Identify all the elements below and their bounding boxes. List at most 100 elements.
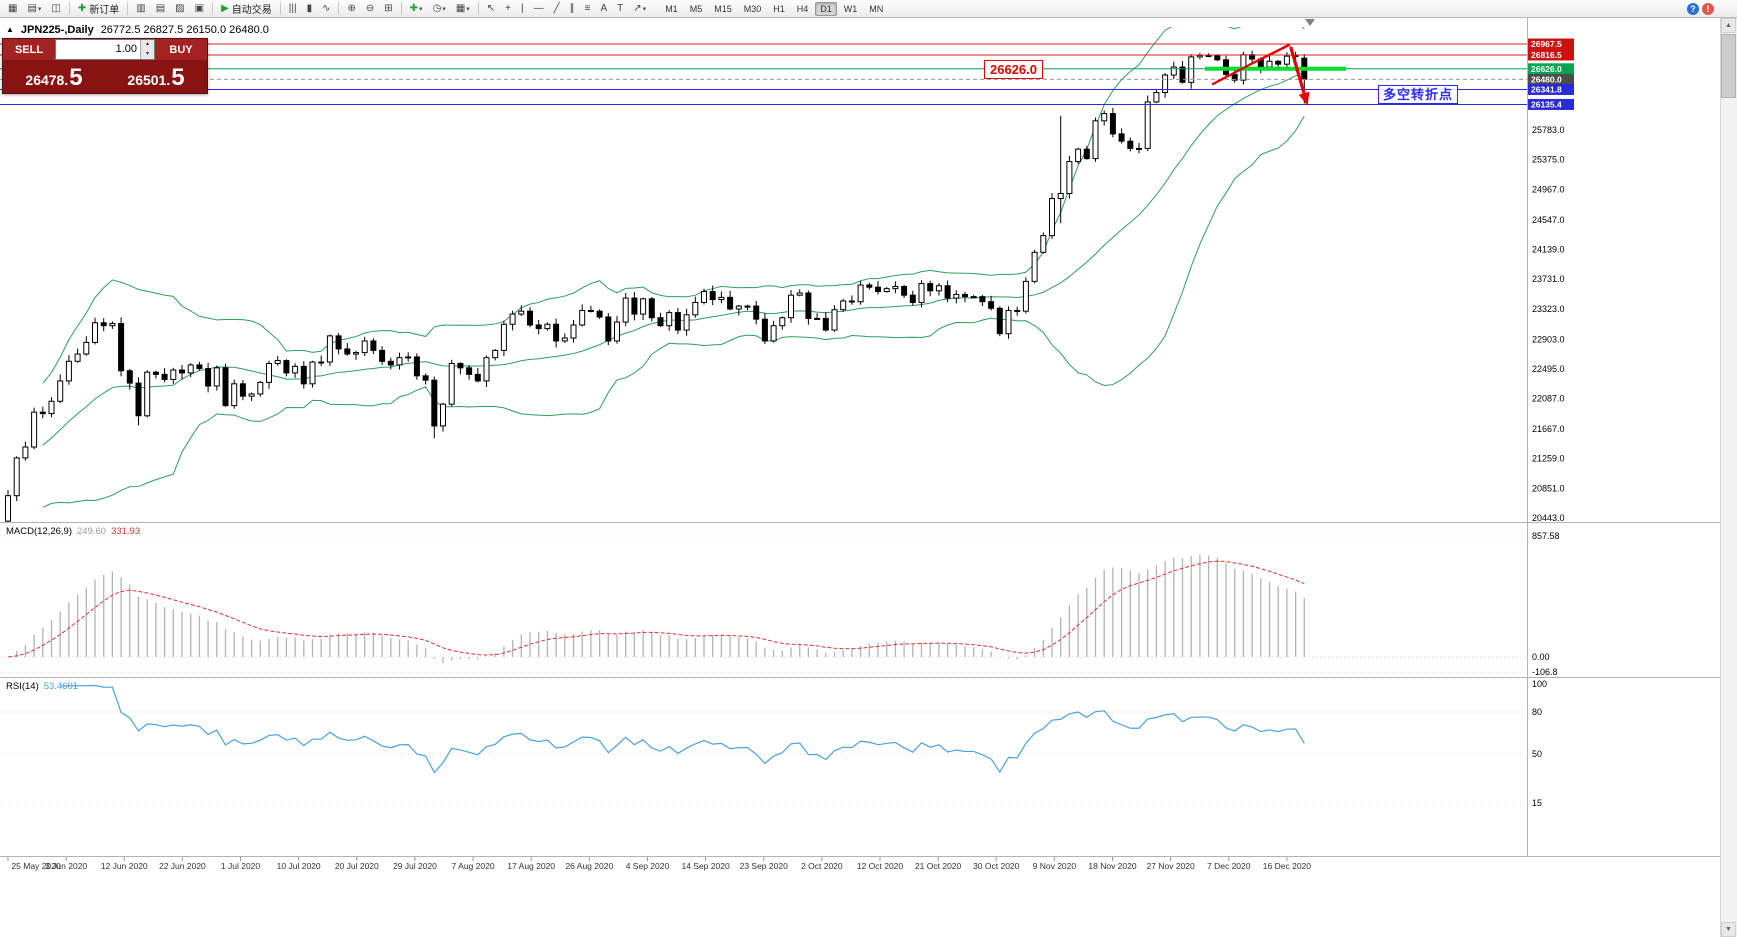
horizontal-lines[interactable] [0,43,1527,105]
svg-text:20851.0: 20851.0 [1532,483,1565,493]
svg-text:22087.0: 22087.0 [1532,394,1565,404]
tile-windows-button[interactable]: ⊞ [380,0,396,17]
auto-trading-icon: ▶ [221,2,229,14]
svg-text:25 May 2020: 25 May 2020 [11,861,60,871]
svg-text:24967.0: 24967.0 [1532,184,1565,194]
volume-down-button[interactable]: ▾ [141,49,154,59]
chart-shift-marker-icon[interactable] [1305,19,1315,26]
svg-text:23 Sep 2020: 23 Sep 2020 [740,861,788,871]
svg-text:22903.0: 22903.0 [1532,334,1565,344]
auto-trading-button[interactable]: ▶ 自动交易 [217,0,276,17]
svg-text:14 Sep 2020: 14 Sep 2020 [681,861,729,871]
profiles-button[interactable]: ▤ ▾ [23,0,45,17]
buy-button[interactable]: BUY [155,39,207,60]
vertical-line-icon: | [521,2,524,14]
timeframe-m5-button[interactable]: M5 [689,3,703,14]
navigator-button[interactable]: ▨ [171,0,188,17]
trend-arrow[interactable] [1211,43,1310,106]
timeframe-mn-button[interactable]: MN [869,3,884,14]
label-button[interactable]: T [613,0,627,17]
trendline-button[interactable]: ╱ [550,0,564,17]
timeframe-toolbar: M1 M5 M15 M30 H1 H4 D1 W1 MN [659,1,889,16]
auto-trading-button-label: 自动交易 [231,5,272,16]
community-icon[interactable]: ! [1702,2,1714,15]
svg-text:2 Oct 2020: 2 Oct 2020 [801,861,843,871]
svg-text:12 Jun 2020: 12 Jun 2020 [101,861,148,871]
new-chart-button[interactable]: ▦ [4,0,21,17]
scrollbar-thumb[interactable] [1721,34,1736,98]
bid-price[interactable]: 26478. 5 [3,60,105,93]
help-icon[interactable]: ? [1687,2,1699,15]
sell-button[interactable]: SELL [3,39,55,60]
timeframe-h4-button[interactable]: H4 [796,3,809,14]
timeframe-m1-button[interactable]: M1 [665,3,678,14]
price-level-callout[interactable]: 26626.0 [984,60,1043,79]
timeframe-w1-button[interactable]: W1 [843,3,858,14]
svg-text:10 Jul 2020: 10 Jul 2020 [277,861,321,871]
zoom-in-button[interactable]: ⊕ [343,0,359,17]
scrollbar-up-icon[interactable]: ▲ [1721,18,1736,33]
candlestick-chart-button[interactable]: ▮ [303,0,317,17]
terminal-button[interactable]: ▣ [191,0,208,17]
bar-chart-button[interactable]: ||| [285,0,301,17]
arrows-button[interactable]: ↗ ▾ [629,0,650,17]
timeframe-h1-button[interactable]: H1 [773,3,785,14]
indicators-button[interactable]: ✚ ▾ [406,0,427,17]
svg-text:25375.0: 25375.0 [1532,155,1565,165]
crosshair-button[interactable]: + [501,0,515,17]
volume-up-button[interactable]: ▴ [141,40,154,50]
templates-button[interactable]: ▦ ▾ [452,0,474,17]
svg-text:24547.0: 24547.0 [1532,215,1565,225]
zoom-in-icon: ⊕ [347,2,356,14]
svg-text:20 Jul 2020: 20 Jul 2020 [335,861,379,871]
svg-text:21259.0: 21259.0 [1532,454,1565,464]
svg-text:23323.0: 23323.0 [1532,304,1565,314]
horizontal-line-button[interactable]: — [530,0,548,17]
macd-name: MACD(12,26,9) [6,526,72,537]
symbol-ohlc-values: 26772.5 26827.5 26150.0 26480.0 [100,24,269,36]
new-order-button[interactable]: ✚ 新订单 [74,0,123,17]
vertical-line-button[interactable]: | [517,0,528,17]
one-click-panel-toggle-icon[interactable]: ▲ [6,25,14,34]
line-chart-button[interactable]: ∿ [318,0,334,17]
zoom-out-button[interactable]: ⊖ [362,0,378,17]
ask-price[interactable]: 26501. 5 [105,60,207,93]
svg-text:27 Nov 2020: 27 Nov 2020 [1147,861,1195,871]
svg-text:100: 100 [1532,679,1547,689]
toolbar: ▦ ▤ ▾ ◫ ✚ 新订单 ▥ ▤ ▨ ▣ ▶ 自动交易 ||| ▮ ∿ ⊕ ⊖ ⊞ ✚ ▾ ◷ ▾ ▦ ▾ ↖ + | — ╱ ∥ ≡ A T… [0,0,1737,18]
toolbar-divider [338,2,340,15]
market-watch-icon: ▥ [136,2,146,14]
svg-text:-106.8: -106.8 [1532,667,1558,677]
fibonacci-button[interactable]: ≡ [581,0,595,17]
data-window-button[interactable]: ▤ [152,0,169,17]
caret-down-icon: ▾ [466,5,470,13]
cycle-windows-button[interactable]: ◫ [47,0,64,17]
timeframe-m15-button[interactable]: M15 [714,3,732,14]
new-chart-icon: ▦ [8,2,18,14]
volume-input[interactable]: 1.00 [115,43,137,55]
toolbar-buttons: ▦ ▤ ▾ ◫ ✚ 新订单 ▥ ▤ ▨ ▣ ▶ 自动交易 ||| ▮ ∿ ⊕ ⊖ ⊞ ✚ ▾ ◷ ▾ ▦ ▾ ↖ + | — ╱ ∥ ≡ A T… [3,0,651,17]
toolbar-divider [477,2,479,15]
vertical-scrollbar[interactable]: ▲ ▼ [1720,18,1737,937]
market-watch-button[interactable]: ▥ [132,0,149,17]
profiles-icon: ▤ [27,2,37,14]
timeframe-d1-button[interactable]: D1 [815,1,837,16]
svg-text:18 Nov 2020: 18 Nov 2020 [1088,861,1136,871]
svg-text:80: 80 [1532,707,1542,717]
channel-button[interactable]: ∥ [566,0,579,17]
scrollbar-down-icon[interactable]: ▼ [1721,922,1736,937]
caret-down-icon: ▾ [419,5,423,13]
symbol-bar: ▲ JPN225-,Daily 26772.5 26827.5 26150.0 … [6,24,269,36]
rsi-name: RSI(14) [6,681,39,692]
price-marker [1528,38,1574,50]
indicators-icon: ✚ [409,2,419,14]
cursor-button[interactable]: ↖ [483,0,499,17]
periods-button[interactable]: ◷ ▾ [429,0,450,17]
turning-point-label[interactable]: 多空转折点 [1378,85,1459,104]
svg-text:20443.0: 20443.0 [1532,513,1565,523]
label-icon: T [617,2,624,14]
timeframe-m30-button[interactable]: M30 [743,3,762,14]
text-button[interactable]: A [597,0,612,17]
